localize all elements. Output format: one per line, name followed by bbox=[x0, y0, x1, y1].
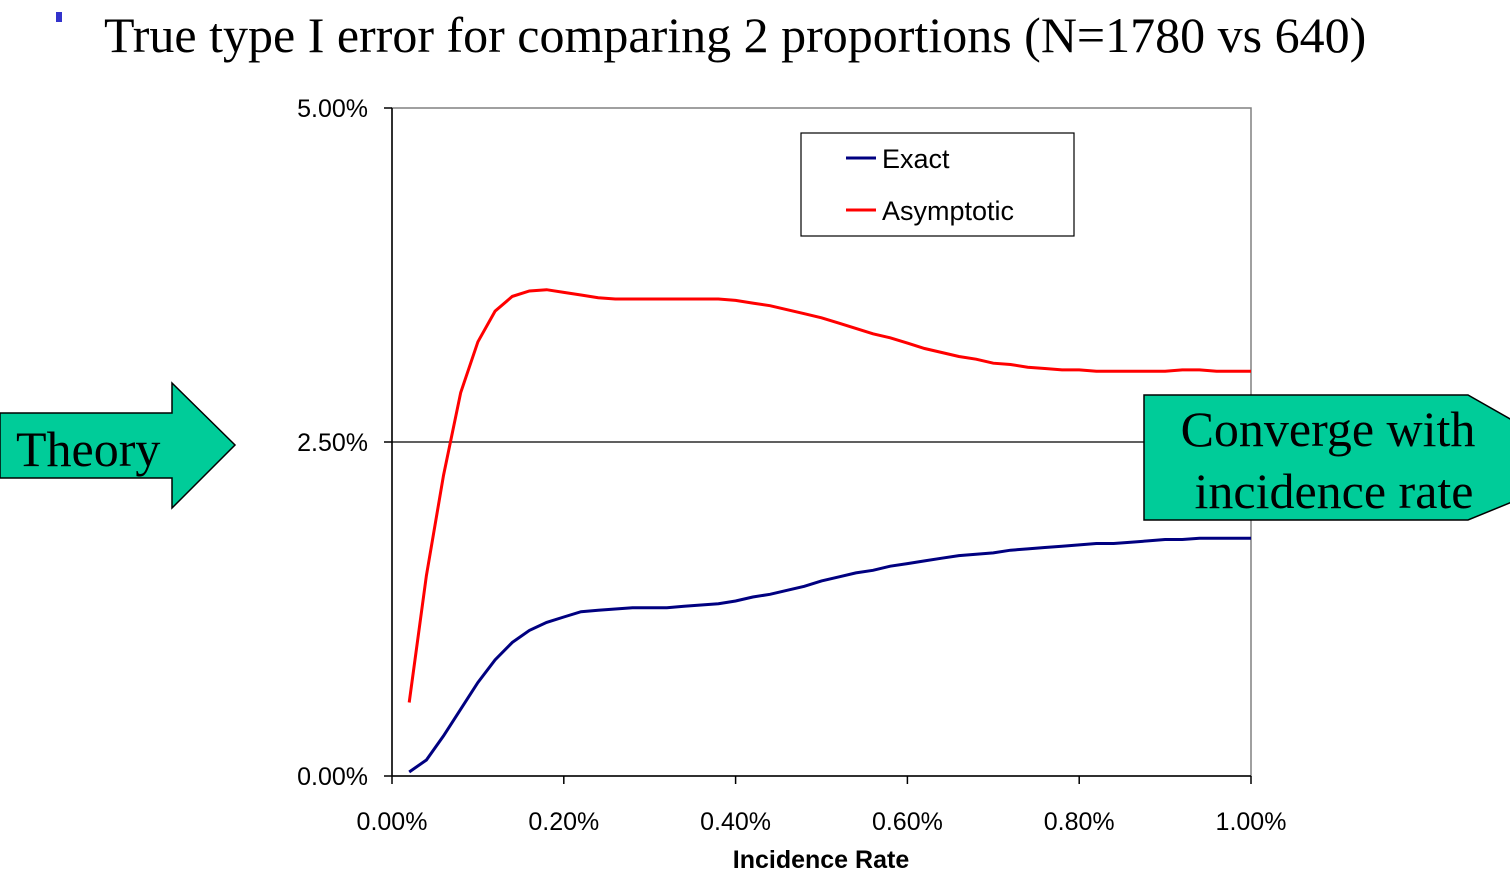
callout-arrow-shape bbox=[1143, 394, 1510, 521]
x-tick-label: 0.20% bbox=[528, 808, 599, 836]
x-axis-title: Incidence Rate bbox=[733, 846, 910, 874]
theory-arrow-callout: Theory bbox=[0, 381, 237, 510]
x-tick-label: 1.00% bbox=[1216, 808, 1287, 836]
legend: Exact Asymptotic bbox=[800, 132, 1075, 237]
series-line-exact bbox=[408, 536, 1251, 774]
x-tick-label: 0.00% bbox=[357, 808, 428, 836]
legend-box bbox=[800, 132, 1075, 237]
x-tick-label: 0.40% bbox=[700, 808, 771, 836]
x-tick-group: 0.00% 0.20% 0.40% 0.60% 0.80% 1.00% bbox=[357, 776, 1287, 836]
converge-label-line1: Converge with bbox=[1181, 401, 1476, 457]
theory-label: Theory bbox=[16, 421, 160, 477]
bullet-marker bbox=[56, 12, 62, 22]
x-tick-label: 0.60% bbox=[872, 808, 943, 836]
converge-arrow-callout: Converge with incidence rate bbox=[1143, 394, 1510, 521]
x-tick-label: 0.80% bbox=[1044, 808, 1115, 836]
y-tick-label: 0.00% bbox=[297, 763, 368, 791]
y-tick-label: 2.50% bbox=[297, 429, 368, 457]
y-tick-group: 0.00% 2.50% 5.00% bbox=[297, 95, 392, 791]
series-line-asymptotic bbox=[407, 288, 1251, 703]
right-arrow-shape bbox=[0, 381, 237, 510]
converge-label-line2: incidence rate bbox=[1195, 463, 1474, 519]
y-tick-label: 5.00% bbox=[297, 95, 368, 123]
legend-label-asymptotic: Asymptotic bbox=[882, 196, 1014, 226]
legend-label-exact: Exact bbox=[882, 144, 950, 174]
slide-title: True type I error for comparing 2 propor… bbox=[104, 7, 1367, 63]
